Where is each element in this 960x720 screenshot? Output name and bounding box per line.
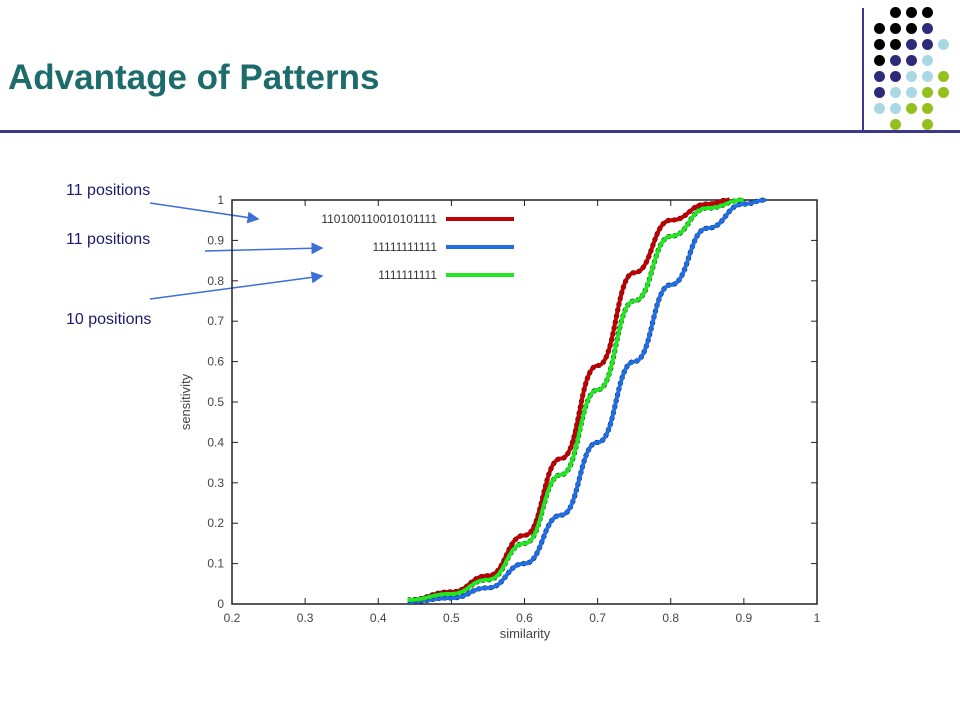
- logo-dot: [874, 39, 885, 50]
- y-tick-label: 0.5: [207, 395, 224, 409]
- x-tick-label: 0.8: [662, 611, 679, 625]
- logo-dot: [890, 119, 901, 130]
- logo-dot: [922, 87, 933, 98]
- logo-dot: [874, 23, 885, 34]
- y-tick-label: 0.4: [207, 435, 224, 449]
- x-axis-label: similarity: [500, 626, 551, 641]
- logo-dot: [922, 7, 933, 18]
- logo-dot: [890, 71, 901, 82]
- series-3-shadow: [407, 197, 744, 603]
- annotation-label-3: 10 positions: [66, 311, 152, 328]
- y-tick-label: 0.6: [207, 355, 224, 369]
- y-tick-label: 0: [217, 597, 224, 611]
- x-tick-label: 0.2: [224, 611, 241, 625]
- logo-dot: [874, 87, 885, 98]
- y-tick-label: 0.7: [207, 314, 224, 328]
- logo-dot: [890, 103, 901, 114]
- logo-dot: [874, 55, 885, 66]
- x-tick-label: 0.7: [589, 611, 606, 625]
- x-tick-label: 1: [814, 611, 821, 625]
- logo-dot: [938, 87, 949, 98]
- corner-divider: [862, 8, 864, 130]
- legend-label-1: 110100110010101111: [321, 212, 437, 226]
- annotation-label-2: 11 positions: [66, 231, 151, 248]
- x-tick-label: 0.6: [516, 611, 533, 625]
- title-divider: [0, 130, 960, 133]
- logo-dot: [906, 39, 917, 50]
- logo-dot: [938, 71, 949, 82]
- y-tick-label: 0.9: [207, 233, 224, 247]
- annotation-arrow-1: [149, 202, 260, 224]
- logo-dot: [922, 23, 933, 34]
- annotation-arrow-2: [204, 242, 324, 255]
- annotation-label-1: 11 positions: [66, 182, 151, 199]
- logo-dot: [922, 103, 933, 114]
- y-tick-label: 0.3: [207, 476, 224, 490]
- logo-dot: [922, 119, 933, 130]
- logo-dot: [922, 71, 933, 82]
- x-tick-label: 0.4: [370, 611, 387, 625]
- logo-dot: [890, 7, 901, 18]
- annotation-arrow-3: [149, 271, 324, 300]
- slide-title: Advantage of Patterns: [8, 58, 380, 97]
- logo-dot: [890, 55, 901, 66]
- logo-dot: [906, 103, 917, 114]
- y-tick-label: 0.1: [207, 557, 224, 571]
- legend-label-2: 11111111111: [372, 240, 437, 254]
- x-tick-label: 0.3: [297, 611, 314, 625]
- logo-dot: [906, 87, 917, 98]
- logo-dot: [938, 39, 949, 50]
- series-3-line: [407, 198, 744, 602]
- logo-dot: [874, 103, 885, 114]
- y-tick-label: 0.2: [207, 516, 224, 530]
- logo-dot: [922, 39, 933, 50]
- series-1-shadow: [407, 197, 730, 603]
- logo-dot: [890, 39, 901, 50]
- logo-dot: [906, 55, 917, 66]
- x-tick-label: 0.5: [443, 611, 460, 625]
- logo-dot: [906, 7, 917, 18]
- x-tick-label: 0.9: [736, 611, 753, 625]
- y-tick-label: 1: [217, 193, 224, 207]
- logo-dot: [922, 55, 933, 66]
- series-2-line: [407, 198, 766, 604]
- legend-label-3: 1111111111: [378, 268, 437, 282]
- logo-dot: [890, 87, 901, 98]
- y-tick-label: 0.8: [207, 274, 224, 288]
- logo-dot: [890, 23, 901, 34]
- logo-dot: [906, 23, 917, 34]
- logo-dot: [906, 71, 917, 82]
- logo-dot: [874, 71, 885, 82]
- series-1-line: [407, 198, 730, 602]
- y-axis-label: sensitivity: [178, 373, 193, 430]
